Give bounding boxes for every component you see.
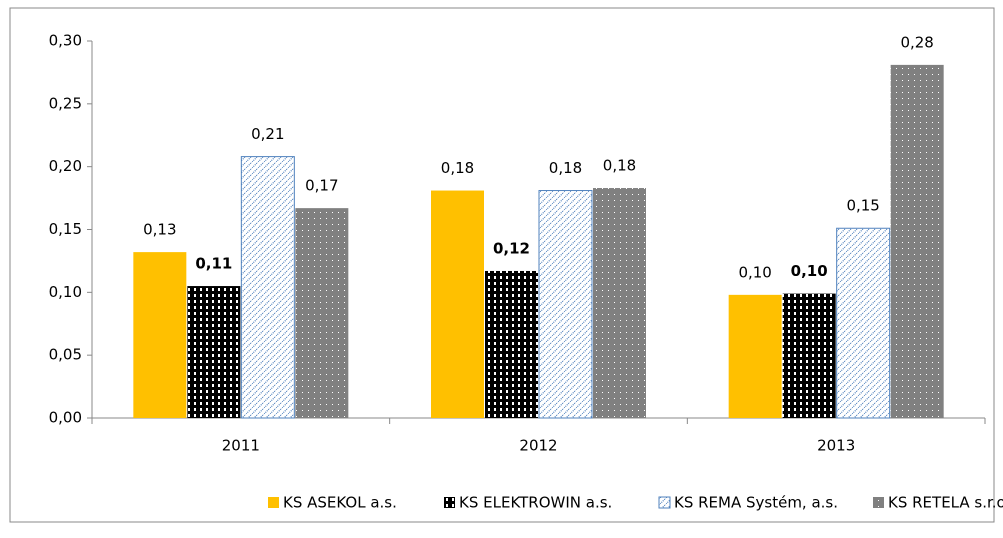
y-tick-label: 0,25: [49, 94, 82, 112]
y-tick-label: 0,05: [49, 346, 82, 364]
legend-label: KS ELEKTROWIN a.s.: [459, 494, 612, 512]
value-label: 0,11: [195, 255, 232, 273]
y-tick-label: 0,30: [49, 32, 82, 50]
bar: [782, 293, 836, 418]
bar: [240, 156, 295, 419]
legend-label: KS ASEKOL a.s.: [283, 494, 397, 512]
legend-label: KS REMA Systém, a.s.: [674, 494, 838, 512]
y-tick-label: 0,20: [49, 157, 82, 175]
bar: [431, 190, 484, 418]
value-label: 0,13: [143, 221, 176, 239]
x-tick-label: 2011: [222, 437, 260, 455]
bar: [485, 270, 538, 418]
bar: [295, 208, 349, 418]
value-label: 0,17: [305, 177, 338, 195]
bar: [538, 190, 593, 419]
legend-swatch: [444, 497, 455, 508]
value-label: 0,10: [791, 262, 828, 280]
value-label: 0,28: [900, 33, 933, 51]
legend-label: KS RETELA s.r.o.: [888, 494, 1003, 512]
bar: [593, 188, 646, 418]
value-label: 0,21: [251, 125, 284, 143]
bar: [187, 286, 241, 418]
value-label: 0,18: [603, 157, 636, 175]
x-tick-label: 2013: [817, 437, 855, 455]
bar: [728, 294, 782, 418]
x-tick-label: 2012: [519, 437, 557, 455]
y-tick-label: 0,00: [49, 409, 82, 427]
bar: [836, 227, 891, 419]
value-label: 0,10: [738, 263, 771, 281]
value-label: 0,12: [493, 239, 530, 257]
legend-swatch: [658, 496, 671, 509]
bar: [133, 252, 187, 418]
value-label: 0,18: [441, 159, 474, 177]
y-tick-label: 0,15: [49, 220, 82, 238]
value-label: 0,18: [549, 159, 582, 177]
bar: [890, 64, 944, 419]
y-tick-label: 0,10: [49, 283, 82, 301]
legend-swatch: [873, 497, 884, 508]
legend-swatch: [268, 497, 279, 508]
value-label: 0,15: [846, 197, 879, 215]
